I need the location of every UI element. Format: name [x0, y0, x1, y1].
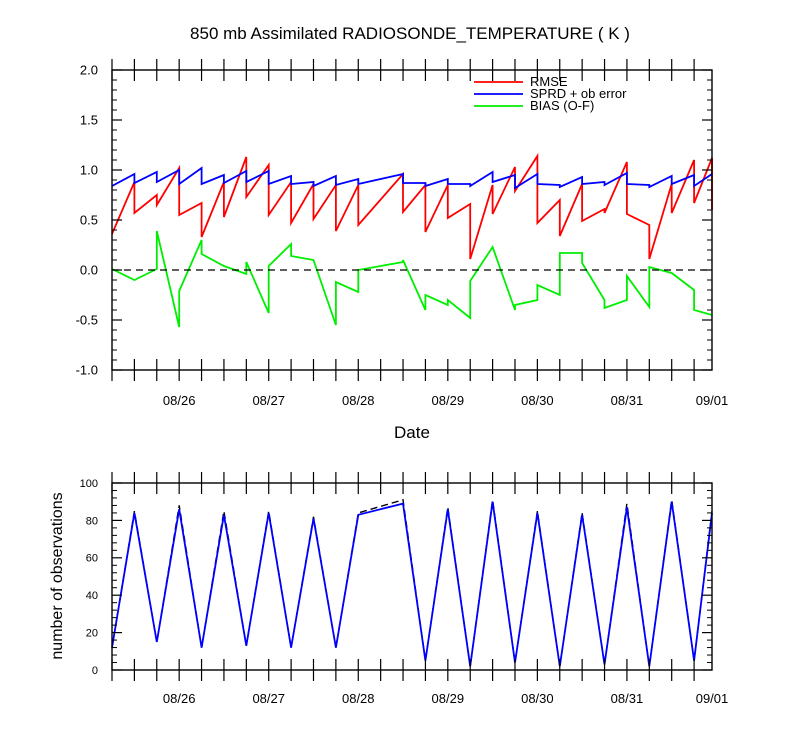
series-line-sprd — [111, 166, 713, 190]
x-tick-label: 08/29 — [432, 691, 465, 706]
y-tick-label: 1.0 — [80, 163, 98, 178]
legend-label: SPRD + ob error — [530, 86, 627, 101]
x-tick-label: 08/26 — [163, 393, 196, 408]
y-tick-label: -1.0 — [76, 363, 98, 378]
x-tick-label: 08/28 — [342, 691, 375, 706]
y-tick-label: 2.0 — [80, 63, 98, 78]
x-tick-label: 08/27 — [252, 691, 285, 706]
x-tick-label: 08/29 — [432, 393, 465, 408]
x-tick-label: 08/26 — [163, 691, 196, 706]
y-tick-label: 40 — [86, 590, 98, 602]
y-tick-label: 0 — [92, 665, 98, 677]
y-tick-label: 1.5 — [80, 113, 98, 128]
y-axis-label: number of observations — [49, 492, 66, 659]
y-tick-label: 20 — [86, 627, 98, 639]
y-tick-label: 100 — [80, 478, 98, 490]
x-tick-label: 08/31 — [611, 393, 644, 408]
bottom-panel: 0 20 40 60 80 100 08/26 08/27 08/28 08/29 08/30 08/… — [49, 472, 728, 706]
x-tick-label: 08/30 — [521, 691, 554, 706]
series-line-bias — [111, 230, 713, 328]
top-series-group — [111, 152, 713, 328]
bottom-axis-ticks: 0 20 40 60 80 100 08/26 08/27 08/28 08/29 08/30 08/… — [80, 472, 729, 706]
x-tick-label: 09/01 — [696, 393, 729, 408]
y-tick-label: 0.5 — [80, 213, 98, 228]
bottom-series-group — [111, 498, 713, 667]
legend-label: RMSE — [530, 74, 568, 89]
y-tick-label: -0.5 — [76, 313, 98, 328]
chart-title: 850 mb Assimilated RADIOSONDE_TEMPERATUR… — [190, 24, 630, 43]
x-tick-label: 08/30 — [521, 393, 554, 408]
x-tick-label: 09/01 — [696, 691, 729, 706]
y-tick-label: 80 — [86, 515, 98, 527]
x-tick-label: 08/28 — [342, 393, 375, 408]
series-line-assimilated — [111, 501, 713, 667]
x-tick-label: 08/31 — [611, 691, 644, 706]
y-tick-label: 60 — [86, 553, 98, 565]
top-panel: 850 mb Assimilated RADIOSONDE_TEMPERATUR… — [76, 24, 729, 442]
x-axis-label: Date — [394, 423, 430, 442]
legend-label: BIAS (O-F) — [530, 98, 594, 113]
x-tick-label: 08/27 — [252, 393, 285, 408]
bottom-plot-frame — [111, 482, 713, 671]
y-tick-label: 0.0 — [80, 263, 98, 278]
top-axis-ticks: -1.0 -0.5 0.0 0.5 1.0 1.5 2.0 08/26 08/27 08/28 08… — [76, 59, 729, 408]
